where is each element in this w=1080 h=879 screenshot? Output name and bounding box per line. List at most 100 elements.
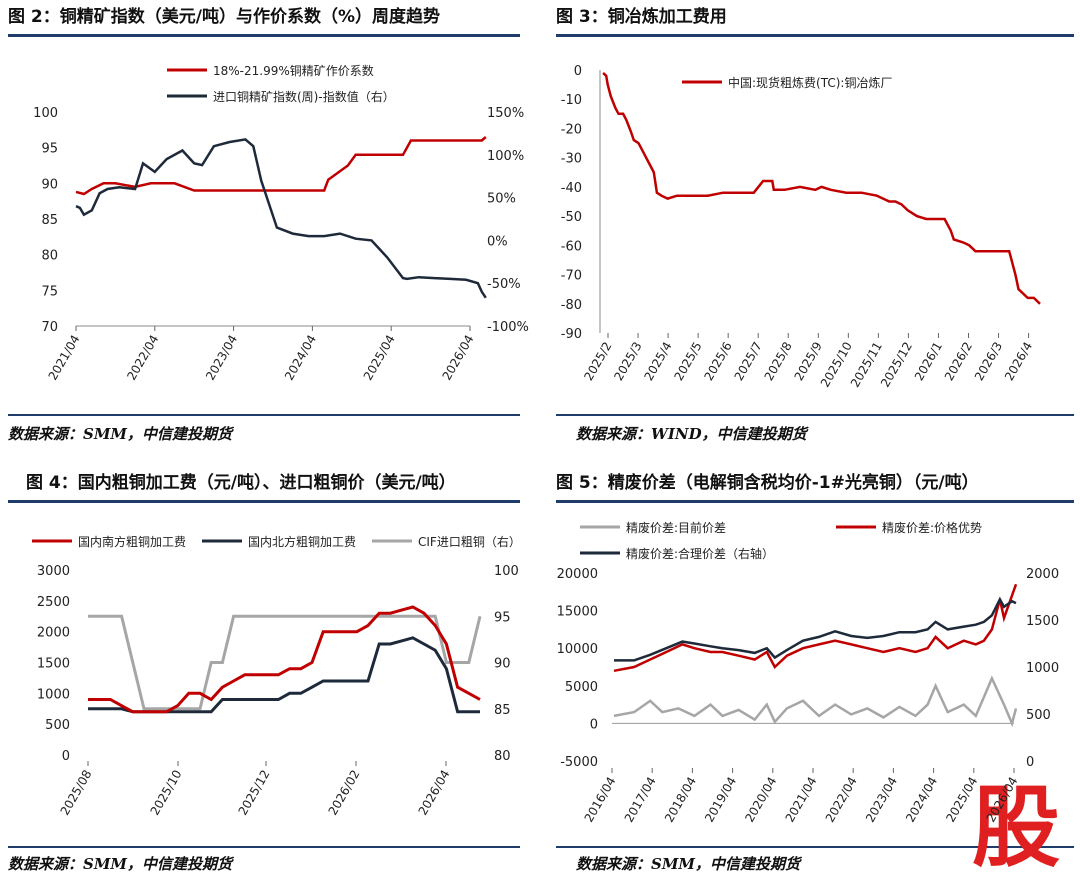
figure-5-x-tick: 2021/04 <box>783 775 820 825</box>
figure-2-x-tick: 2023/04 <box>203 333 240 383</box>
figure-5-y2-tick: 1500 <box>1026 614 1059 629</box>
figure-3-series-line-1 <box>602 71 1041 305</box>
figure-2-y-tick: 90 <box>41 177 58 192</box>
figure-3-source: 数据来源：WIND，中信建投期货 <box>576 425 807 443</box>
figure-5-x-tick: 2019/04 <box>702 775 739 825</box>
figure-5-y-tick: 5000 <box>565 680 598 695</box>
figure-3-x-tick: 2026/2 <box>942 340 975 384</box>
figure-3-x-tick: 2025/2 <box>581 340 614 384</box>
figure-4-series-line-1 <box>88 605 481 714</box>
figure-5-y2-tick: 1000 <box>1026 661 1059 676</box>
figure-2-y-tick: 75 <box>41 284 58 299</box>
figure-2-series-line-1 <box>75 136 487 196</box>
figure-2-y-tick: 80 <box>41 249 58 264</box>
figure-2-legend-1-label: 18%-21.99%铜精矿作价系数 <box>213 63 374 78</box>
figure-5-x-tick: 2020/04 <box>742 775 779 825</box>
figure-4-x-tick: 2026/02 <box>326 768 363 818</box>
figure-2-y-tick: 95 <box>41 142 58 157</box>
figure-4-x-tick: 2026/04 <box>416 768 453 818</box>
figure-3-y-tick: 0 <box>574 64 582 79</box>
figure-3-y-tick: -90 <box>561 327 582 342</box>
figure-4-series-line-3 <box>88 614 482 711</box>
figure-5-x-tick: 2017/04 <box>622 775 659 825</box>
figure-4-y2-tick: 95 <box>494 610 511 625</box>
figure-2-legend-2-label: 进口铜精矿指数(周)-指数值（右） <box>213 89 395 104</box>
figure-5-x-tick: 2022/04 <box>823 775 860 825</box>
figure-3-y-tick: -40 <box>561 181 582 196</box>
figure-2-x-tick: 2026/04 <box>440 333 477 383</box>
figure-3-x-tick: 2026/4 <box>1002 340 1035 384</box>
figure-5-series-line-3 <box>614 596 1017 662</box>
figure-3-legend-1-label: 中国:现货粗炼费(TC):铜冶炼厂 <box>728 75 892 90</box>
figure-3-title: 图 3：铜冶炼加工费用 <box>556 7 727 27</box>
figure-2-y-tick: 100 <box>33 106 58 121</box>
figure-3-x-tick: 2025/8 <box>762 340 795 384</box>
figure-5-x-tick: 2025/04 <box>943 775 980 825</box>
figure-2-bottom-rule <box>8 414 520 416</box>
figure-3-x-tick: 2025/3 <box>611 340 644 384</box>
figure-4-y2-tick: 80 <box>494 749 511 764</box>
figure-2-y2-tick: 50% <box>487 192 516 207</box>
figure-5-x-tick: 2023/04 <box>863 775 900 825</box>
figure-5-y-tick: 20000 <box>557 567 598 582</box>
figure-3-y-tick: -10 <box>561 93 582 108</box>
figure-4-y-tick: 1500 <box>37 657 70 672</box>
figure-5-legend-1-label: 精废价差:目前价差 <box>626 520 726 535</box>
figure-5-x-tick: 2016/04 <box>582 775 619 825</box>
figure-4-y-tick: 0 <box>62 749 70 764</box>
figure-5-x-tick: 2024/04 <box>903 775 940 825</box>
figure-3-bottom-rule <box>556 414 1074 416</box>
figure-4-y2-tick: 100 <box>494 564 519 579</box>
figure-4-legend-3-label: CIF进口粗铜（右） <box>418 534 521 549</box>
figure-4-y-tick: 2500 <box>37 595 70 610</box>
figure-2-x-tick: 2022/04 <box>124 333 161 383</box>
figure-3-x-tick: 2025/6 <box>702 340 735 384</box>
figure-5-y2-tick: 0 <box>1026 755 1034 770</box>
figure-5-y-tick: -5000 <box>560 755 598 770</box>
figure-3-x-tick: 2025/9 <box>792 340 825 384</box>
figure-2-title: 图 2：铜精矿指数（美元/吨）与作价系数（%）周度趋势 <box>8 7 440 27</box>
figure-4-legend-2-label: 国内北方粗铜加工费 <box>248 534 356 549</box>
figure-2-x-tick: 2024/04 <box>282 333 319 383</box>
figure-5-x-tick: 2026/04 <box>984 775 1021 825</box>
figure-5-legend-3-label: 精废价差:合理价差（右轴） <box>626 546 774 561</box>
figure-2-title-rule <box>8 34 520 37</box>
figure-3-title-rule <box>556 34 1074 37</box>
figure-3-y-tick: -60 <box>561 239 582 254</box>
figure-4-legend-1-label: 国内南方粗铜加工费 <box>78 534 186 549</box>
figure-5-y-tick: 0 <box>590 717 598 732</box>
figure-5-x-tick: 2018/04 <box>662 775 699 825</box>
figure-2-y2-tick: 100% <box>487 149 524 164</box>
figure-3-y-tick: -70 <box>561 269 582 284</box>
figure-2-source: 数据来源：SMM，中信建投期货 <box>8 425 233 443</box>
figure-5-series-line-2 <box>613 583 1018 673</box>
figure-3-x-tick: 2025/4 <box>641 340 674 384</box>
figure-5-bottom-rule <box>556 846 1074 848</box>
stamp-logo: 股 <box>971 776 1060 879</box>
figure-4-y-tick: 500 <box>45 718 70 733</box>
figure-2-x-tick: 2025/04 <box>361 333 398 383</box>
figure-4-y2-tick: 85 <box>494 703 511 718</box>
figure-4-bottom-rule <box>8 846 520 848</box>
figure-2-y2-tick: -50% <box>487 277 521 292</box>
figure-5-y2-tick: 500 <box>1026 708 1051 723</box>
figure-4-y-tick: 2000 <box>37 626 70 641</box>
figure-2-y2-tick: 0% <box>487 234 508 249</box>
figure-3-y-tick: -80 <box>561 298 582 313</box>
figure-3-x-tick: 2025/7 <box>732 340 765 384</box>
figure-3-y-tick: -20 <box>561 122 582 137</box>
figure-3-x-tick: 2026/1 <box>912 340 945 384</box>
figure-2-y-tick: 70 <box>41 320 58 335</box>
figure-4-y-tick: 3000 <box>37 564 70 579</box>
figure-4-y-tick: 1000 <box>37 687 70 702</box>
figure-4-title: 图 4：国内粗铜加工费（元/吨）、进口粗铜价（美元/吨） <box>26 473 456 493</box>
figure-2-x-tick: 2021/04 <box>46 333 83 383</box>
figure-5-title: 图 5：精废价差（电解铜含税均价-1#光亮铜）（元/吨） <box>556 473 979 493</box>
figure-4-y2-tick: 90 <box>494 657 511 672</box>
figure-2-series-line-2 <box>75 138 487 299</box>
figure-5-legend-2-label: 精废价差:价格优势 <box>882 520 982 535</box>
figure-5-y-tick: 15000 <box>557 605 598 620</box>
figure-3-y-tick: -30 <box>561 152 582 167</box>
figure-4-x-tick: 2025/12 <box>236 768 273 818</box>
